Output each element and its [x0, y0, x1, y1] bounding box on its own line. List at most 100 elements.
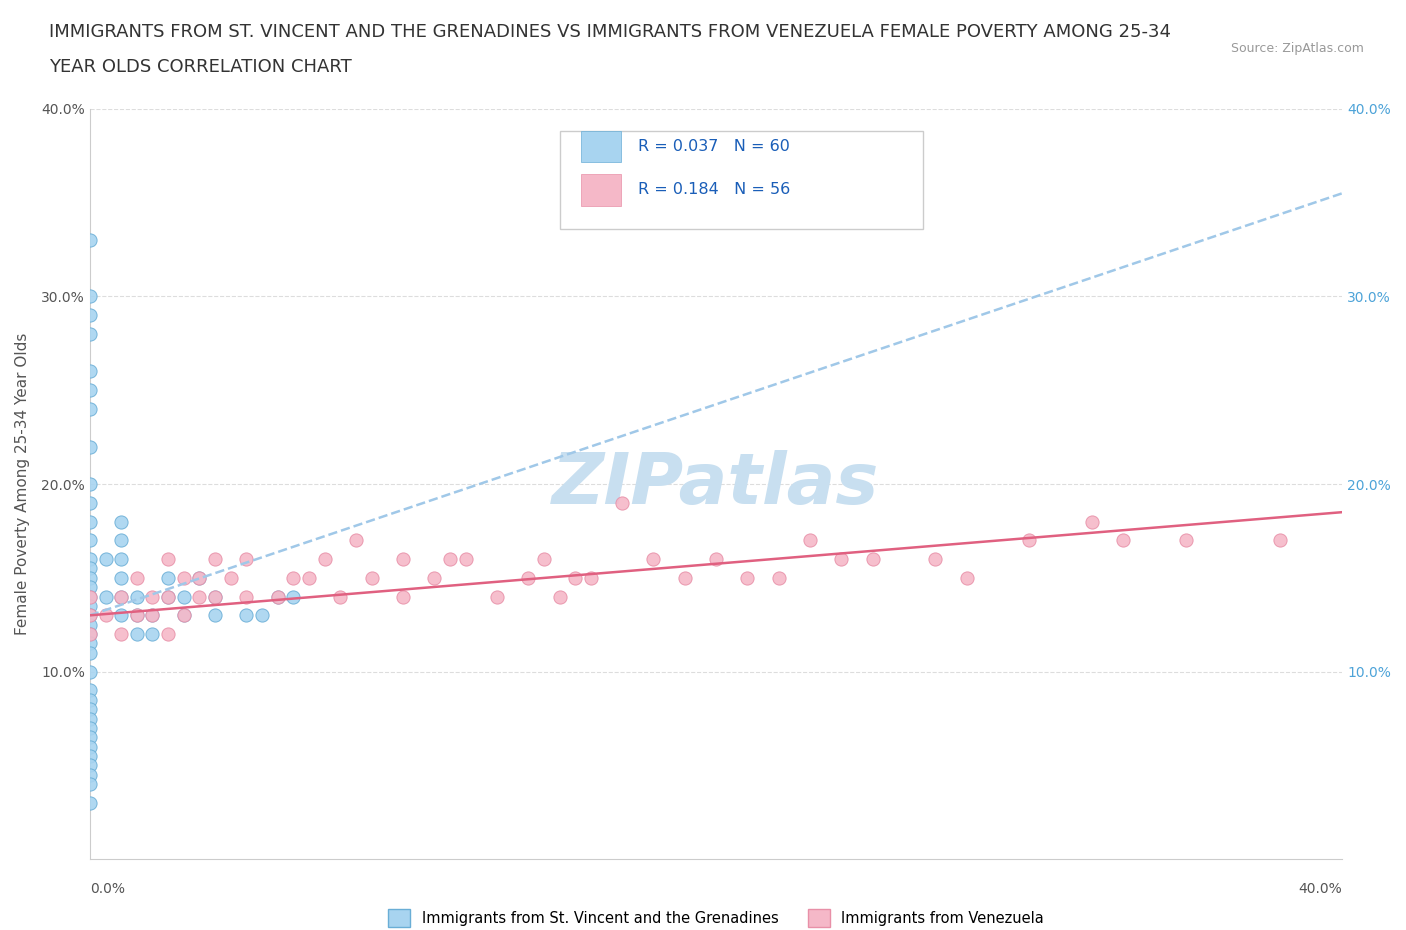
Point: [1081, 514, 1104, 529]
Text: ZIPatlas: ZIPatlas: [553, 449, 880, 519]
Point: [79, 289, 101, 304]
Point: [610, 496, 633, 511]
Point: [125, 608, 148, 623]
Point: [173, 608, 195, 623]
Point: [517, 570, 540, 585]
Point: [79, 589, 101, 604]
Point: [79, 749, 101, 764]
Legend: Immigrants from St. Vincent and the Grenadines, Immigrants from Venezuela: Immigrants from St. Vincent and the Gren…: [388, 910, 1043, 927]
Text: IMMIGRANTS FROM ST. VINCENT AND THE GRENADINES VS IMMIGRANTS FROM VENEZUELA FEMA: IMMIGRANTS FROM ST. VINCENT AND THE GREN…: [49, 23, 1171, 41]
Point: [188, 570, 211, 585]
Text: Source: ZipAtlas.com: Source: ZipAtlas.com: [1230, 42, 1364, 55]
Point: [94, 551, 117, 566]
Point: [79, 627, 101, 642]
Point: [79, 795, 101, 810]
Point: [579, 570, 602, 585]
Text: R = 0.184   N = 56: R = 0.184 N = 56: [638, 182, 790, 197]
Point: [79, 758, 101, 773]
Point: [79, 664, 101, 679]
Point: [157, 589, 180, 604]
Point: [79, 476, 101, 491]
Point: [830, 551, 852, 566]
Point: [392, 551, 415, 566]
Point: [267, 589, 290, 604]
Point: [1018, 533, 1040, 548]
Point: [204, 589, 226, 604]
Point: [79, 514, 101, 529]
Point: [392, 589, 415, 604]
Point: [235, 551, 257, 566]
Text: 40.0%: 40.0%: [1299, 883, 1343, 897]
Point: [141, 627, 163, 642]
Point: [79, 636, 101, 651]
Point: [862, 551, 884, 566]
Point: [188, 570, 211, 585]
Point: [643, 551, 665, 566]
Point: [298, 570, 321, 585]
Point: [79, 589, 101, 604]
Point: [79, 608, 101, 623]
Point: [110, 514, 132, 529]
Point: [79, 439, 101, 454]
Point: [439, 551, 461, 566]
Text: R = 0.037   N = 60: R = 0.037 N = 60: [638, 139, 790, 153]
Point: [79, 730, 101, 745]
Point: [423, 570, 446, 585]
Point: [673, 570, 696, 585]
Point: [173, 608, 195, 623]
Point: [360, 570, 382, 585]
Point: [79, 533, 101, 548]
Point: [79, 702, 101, 717]
Point: [157, 627, 180, 642]
FancyBboxPatch shape: [560, 131, 922, 229]
FancyBboxPatch shape: [581, 130, 621, 162]
Point: [157, 589, 180, 604]
Point: [79, 326, 101, 341]
Point: [548, 589, 571, 604]
Point: [79, 721, 101, 736]
Point: [110, 551, 132, 566]
Point: [79, 645, 101, 660]
Point: [79, 364, 101, 379]
Point: [924, 551, 946, 566]
Point: [173, 589, 195, 604]
Point: [799, 533, 821, 548]
Point: [110, 570, 132, 585]
Point: [1112, 533, 1135, 548]
Point: [79, 711, 101, 726]
Point: [79, 496, 101, 511]
Point: [250, 608, 273, 623]
Point: [110, 533, 132, 548]
Text: 0.0%: 0.0%: [90, 883, 125, 897]
Point: [79, 579, 101, 594]
Point: [329, 589, 352, 604]
Point: [219, 570, 242, 585]
Point: [79, 767, 101, 782]
Point: [79, 618, 101, 632]
Point: [485, 589, 508, 604]
Point: [314, 551, 336, 566]
Point: [1268, 533, 1291, 548]
Point: [125, 608, 148, 623]
Point: [110, 627, 132, 642]
Point: [125, 589, 148, 604]
Point: [533, 551, 555, 566]
Point: [768, 570, 790, 585]
Point: [283, 570, 305, 585]
Point: [94, 589, 117, 604]
Point: [94, 608, 117, 623]
Point: [79, 627, 101, 642]
Point: [79, 402, 101, 417]
Point: [157, 570, 180, 585]
Point: [79, 692, 101, 707]
Point: [564, 570, 586, 585]
Point: [737, 570, 759, 585]
Point: [141, 589, 163, 604]
Point: [283, 589, 305, 604]
Point: [79, 551, 101, 566]
Point: [79, 383, 101, 398]
Y-axis label: Female Poverty Among 25-34 Year Olds: Female Poverty Among 25-34 Year Olds: [15, 333, 30, 635]
Point: [125, 570, 148, 585]
FancyBboxPatch shape: [581, 174, 621, 206]
Point: [173, 570, 195, 585]
